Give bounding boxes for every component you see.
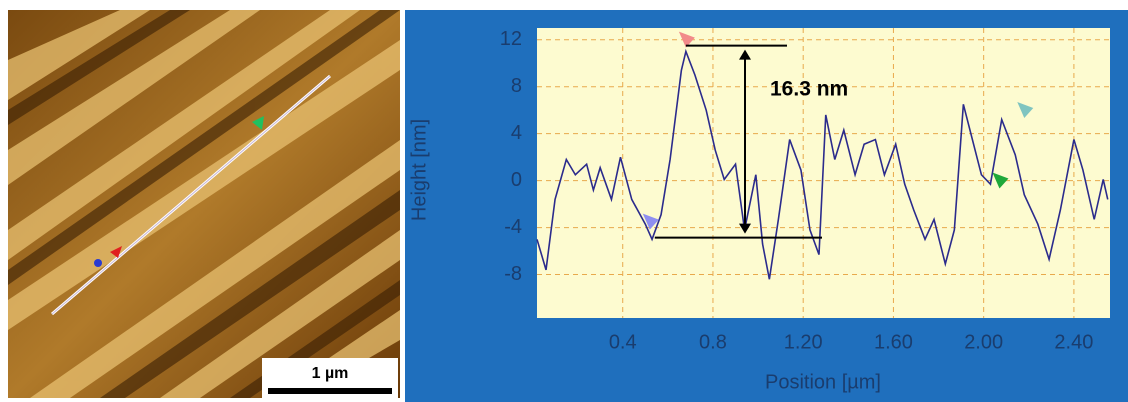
x-tick-label: 1.20 bbox=[784, 331, 823, 353]
annotation-label: 16.3 nm bbox=[770, 78, 848, 101]
x-tick-label: 2.00 bbox=[964, 331, 1003, 353]
y-axis-label: Height [nm] bbox=[408, 119, 430, 221]
y-tick-label: -8 bbox=[504, 263, 522, 285]
x-tick-label: 2.40 bbox=[1054, 331, 1093, 353]
y-tick-label: -4 bbox=[504, 216, 522, 238]
x-tick-label: 1.60 bbox=[874, 331, 913, 353]
y-tick-label: 0 bbox=[511, 169, 522, 191]
x-axis-label: Position [µm] bbox=[765, 371, 881, 393]
y-tick-label: 4 bbox=[511, 122, 522, 144]
x-tick-label: 0.8 bbox=[699, 331, 727, 353]
afm-image: 1 µm bbox=[8, 10, 400, 398]
y-tick-label: 8 bbox=[511, 75, 522, 97]
scale-bar-label: 1 µm bbox=[312, 365, 349, 382]
figure: 1 µm Height [nm] Position [µm] 12 8 4 0 -4 -8… bbox=[0, 0, 1128, 402]
y-tick-label: 12 bbox=[500, 28, 522, 50]
x-tick-label: 0.4 bbox=[609, 331, 637, 353]
